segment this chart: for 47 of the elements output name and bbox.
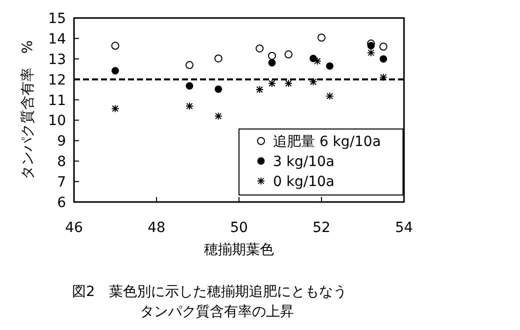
point [214,112,222,120]
point [367,48,375,57]
y-tick-label: 9 [57,134,66,150]
point [284,50,292,58]
point [268,59,276,66]
legend-label: 0 kg/10a [273,174,334,190]
point [214,85,222,93]
legend-label: 3 kg/10a [273,154,334,170]
x-tick-label: 54 [395,220,413,236]
y-tick-label: 15 [48,11,66,27]
y-tick-label: 13 [48,52,66,68]
point [379,42,388,51]
point [318,34,326,42]
point [186,61,194,70]
x-tick-label: 50 [230,220,248,236]
y-axis-title: タンパク質含有率 % [20,40,36,180]
point [111,42,120,50]
x-tick-label: 48 [148,220,166,236]
point [379,73,388,82]
point [256,86,264,94]
point [313,57,322,66]
y-tick-label: 12 [48,72,66,88]
x-tick-label: 46 [65,220,83,236]
x-axis-title: 穂揃期葉色 [204,242,274,258]
legend-label: 追肥量 6 kg/10a [273,134,381,150]
y-tick-label: 6 [57,195,66,211]
y-tick-label: 14 [48,31,66,48]
point [310,54,317,62]
point [380,55,388,63]
y-tick-label: 7 [57,174,66,191]
point [326,92,334,100]
point [214,54,222,62]
x-tick-label: 52 [312,220,330,236]
point [284,79,292,88]
y-tick-label: 8 [57,154,66,170]
point [326,62,334,70]
point [309,78,318,86]
point [111,104,120,113]
text: 図2 葉色別に示した穂揃期追肥にともなうタンパク質含有率の上昇 [72,284,347,320]
point [186,82,194,90]
point [112,67,119,74]
point [186,102,194,110]
point [268,79,276,88]
point [256,44,264,52]
point [268,52,276,60]
y-tick-label: 11 [48,92,66,109]
y-tick-label: 10 [48,113,66,130]
